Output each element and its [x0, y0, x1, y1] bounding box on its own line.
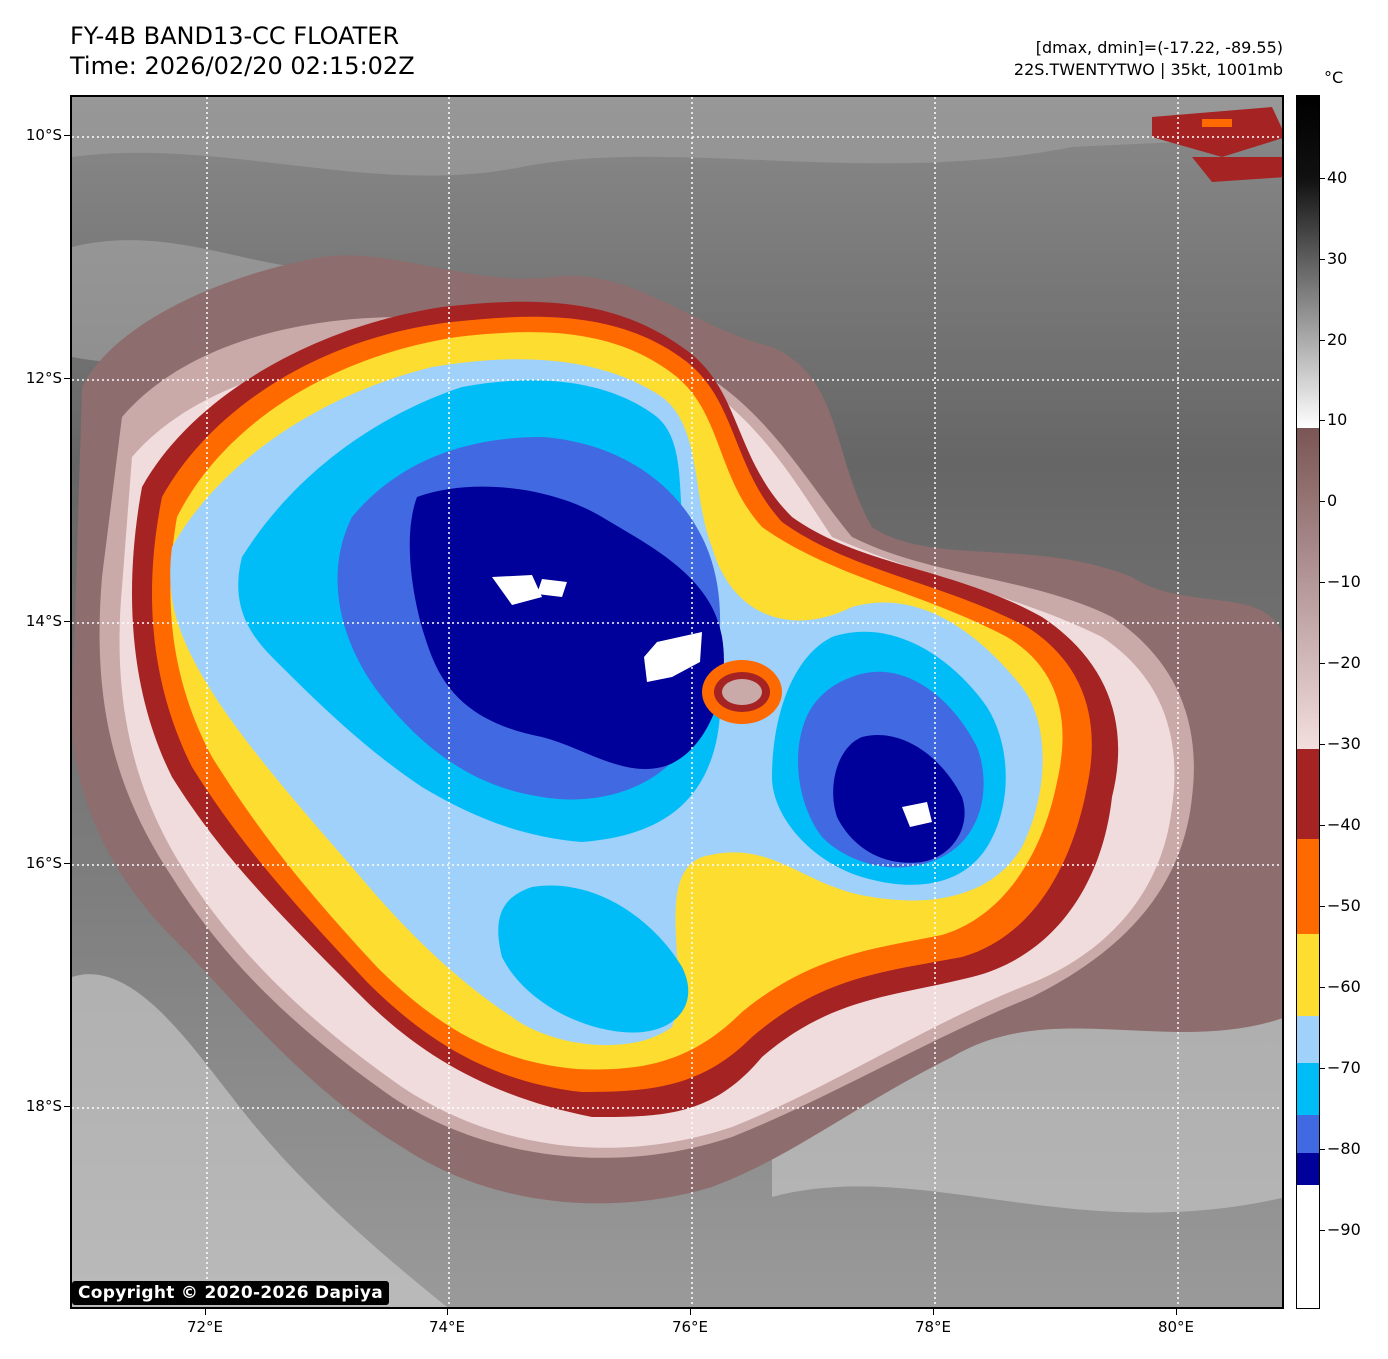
- satellite-map: [70, 95, 1284, 1309]
- colorbar-tick-label: −80: [1327, 1139, 1361, 1158]
- colorbar-tick-label: 0: [1327, 491, 1338, 510]
- colorbar-tick: [1320, 340, 1325, 341]
- colorbar-tick-label: 40: [1327, 168, 1348, 187]
- colorbar-tick: [1320, 1149, 1325, 1150]
- lon-tick: [933, 1309, 934, 1315]
- lat-tick: [64, 1106, 70, 1107]
- colorbar-tick-label: 30: [1327, 249, 1348, 268]
- lon-label: 74°E: [428, 1318, 466, 1336]
- colorbar-tick-label: −30: [1327, 734, 1361, 753]
- lat-label: 18°S: [25, 1097, 62, 1115]
- colorbar-tick-label: −20: [1327, 653, 1361, 672]
- colorbar-tick: [1320, 259, 1325, 260]
- lon-label: 78°E: [914, 1318, 952, 1336]
- graticule: [72, 97, 1282, 1307]
- lat-label: 16°S: [25, 854, 62, 872]
- timestamp: Time: 2026/02/20 02:15:02Z: [70, 52, 415, 80]
- lon-tick: [447, 1309, 448, 1315]
- colorbar-tick: [1320, 987, 1325, 988]
- colorbar: [1296, 95, 1320, 1309]
- colorbar-tick: [1320, 906, 1325, 907]
- colorbar-swatches: [1297, 96, 1319, 1308]
- colorbar-tick: [1320, 663, 1325, 664]
- colorbar-tick-label: −40: [1327, 815, 1361, 834]
- storm-info: 22S.TWENTYTWO | 35kt, 1001mb: [1013, 60, 1283, 79]
- colorbar-tick-label: −60: [1327, 977, 1361, 996]
- colorbar-tick-label: 10: [1327, 410, 1348, 429]
- colorbar-tick: [1320, 501, 1325, 502]
- chart-title: FY-4B BAND13-CC FLOATER: [70, 22, 400, 50]
- lon-tick: [1176, 1309, 1177, 1315]
- colorbar-tick: [1320, 744, 1325, 745]
- colorbar-tick: [1320, 420, 1325, 421]
- lat-tick: [64, 863, 70, 864]
- satellite-imagery: [72, 97, 1282, 1307]
- colorbar-tick-label: −50: [1327, 896, 1361, 915]
- lat-tick: [64, 621, 70, 622]
- lat-label: 10°S: [25, 126, 62, 144]
- colorbar-tick-label: 20: [1327, 330, 1348, 349]
- colorbar-tick: [1320, 582, 1325, 583]
- lat-tick: [64, 378, 70, 379]
- lon-label: 72°E: [186, 1318, 224, 1336]
- colorbar-tick-label: −70: [1327, 1058, 1361, 1077]
- colorbar-tick: [1320, 1068, 1325, 1069]
- lat-tick: [64, 135, 70, 136]
- coldest-spot: [492, 575, 542, 605]
- colorbar-tick: [1320, 1230, 1325, 1231]
- colorbar-tick-label: −10: [1327, 572, 1361, 591]
- band-navy: [409, 486, 724, 770]
- copyright-badge: Copyright © 2020-2026 Dapiya: [72, 1281, 389, 1305]
- lon-label: 80°E: [1157, 1318, 1195, 1336]
- colorbar-tick: [1320, 178, 1325, 179]
- lon-tick: [205, 1309, 206, 1315]
- colorbar-tick: [1320, 825, 1325, 826]
- lon-tick: [690, 1309, 691, 1315]
- dmax-dmin-readout: [dmax, dmin]=(-17.22, -89.55): [1035, 38, 1283, 57]
- colorbar-tick-label: −90: [1327, 1220, 1361, 1239]
- lon-label: 76°E: [671, 1318, 709, 1336]
- lat-label: 12°S: [25, 369, 62, 387]
- lat-label: 14°S: [25, 612, 62, 630]
- colorbar-unit: °C: [1324, 68, 1344, 87]
